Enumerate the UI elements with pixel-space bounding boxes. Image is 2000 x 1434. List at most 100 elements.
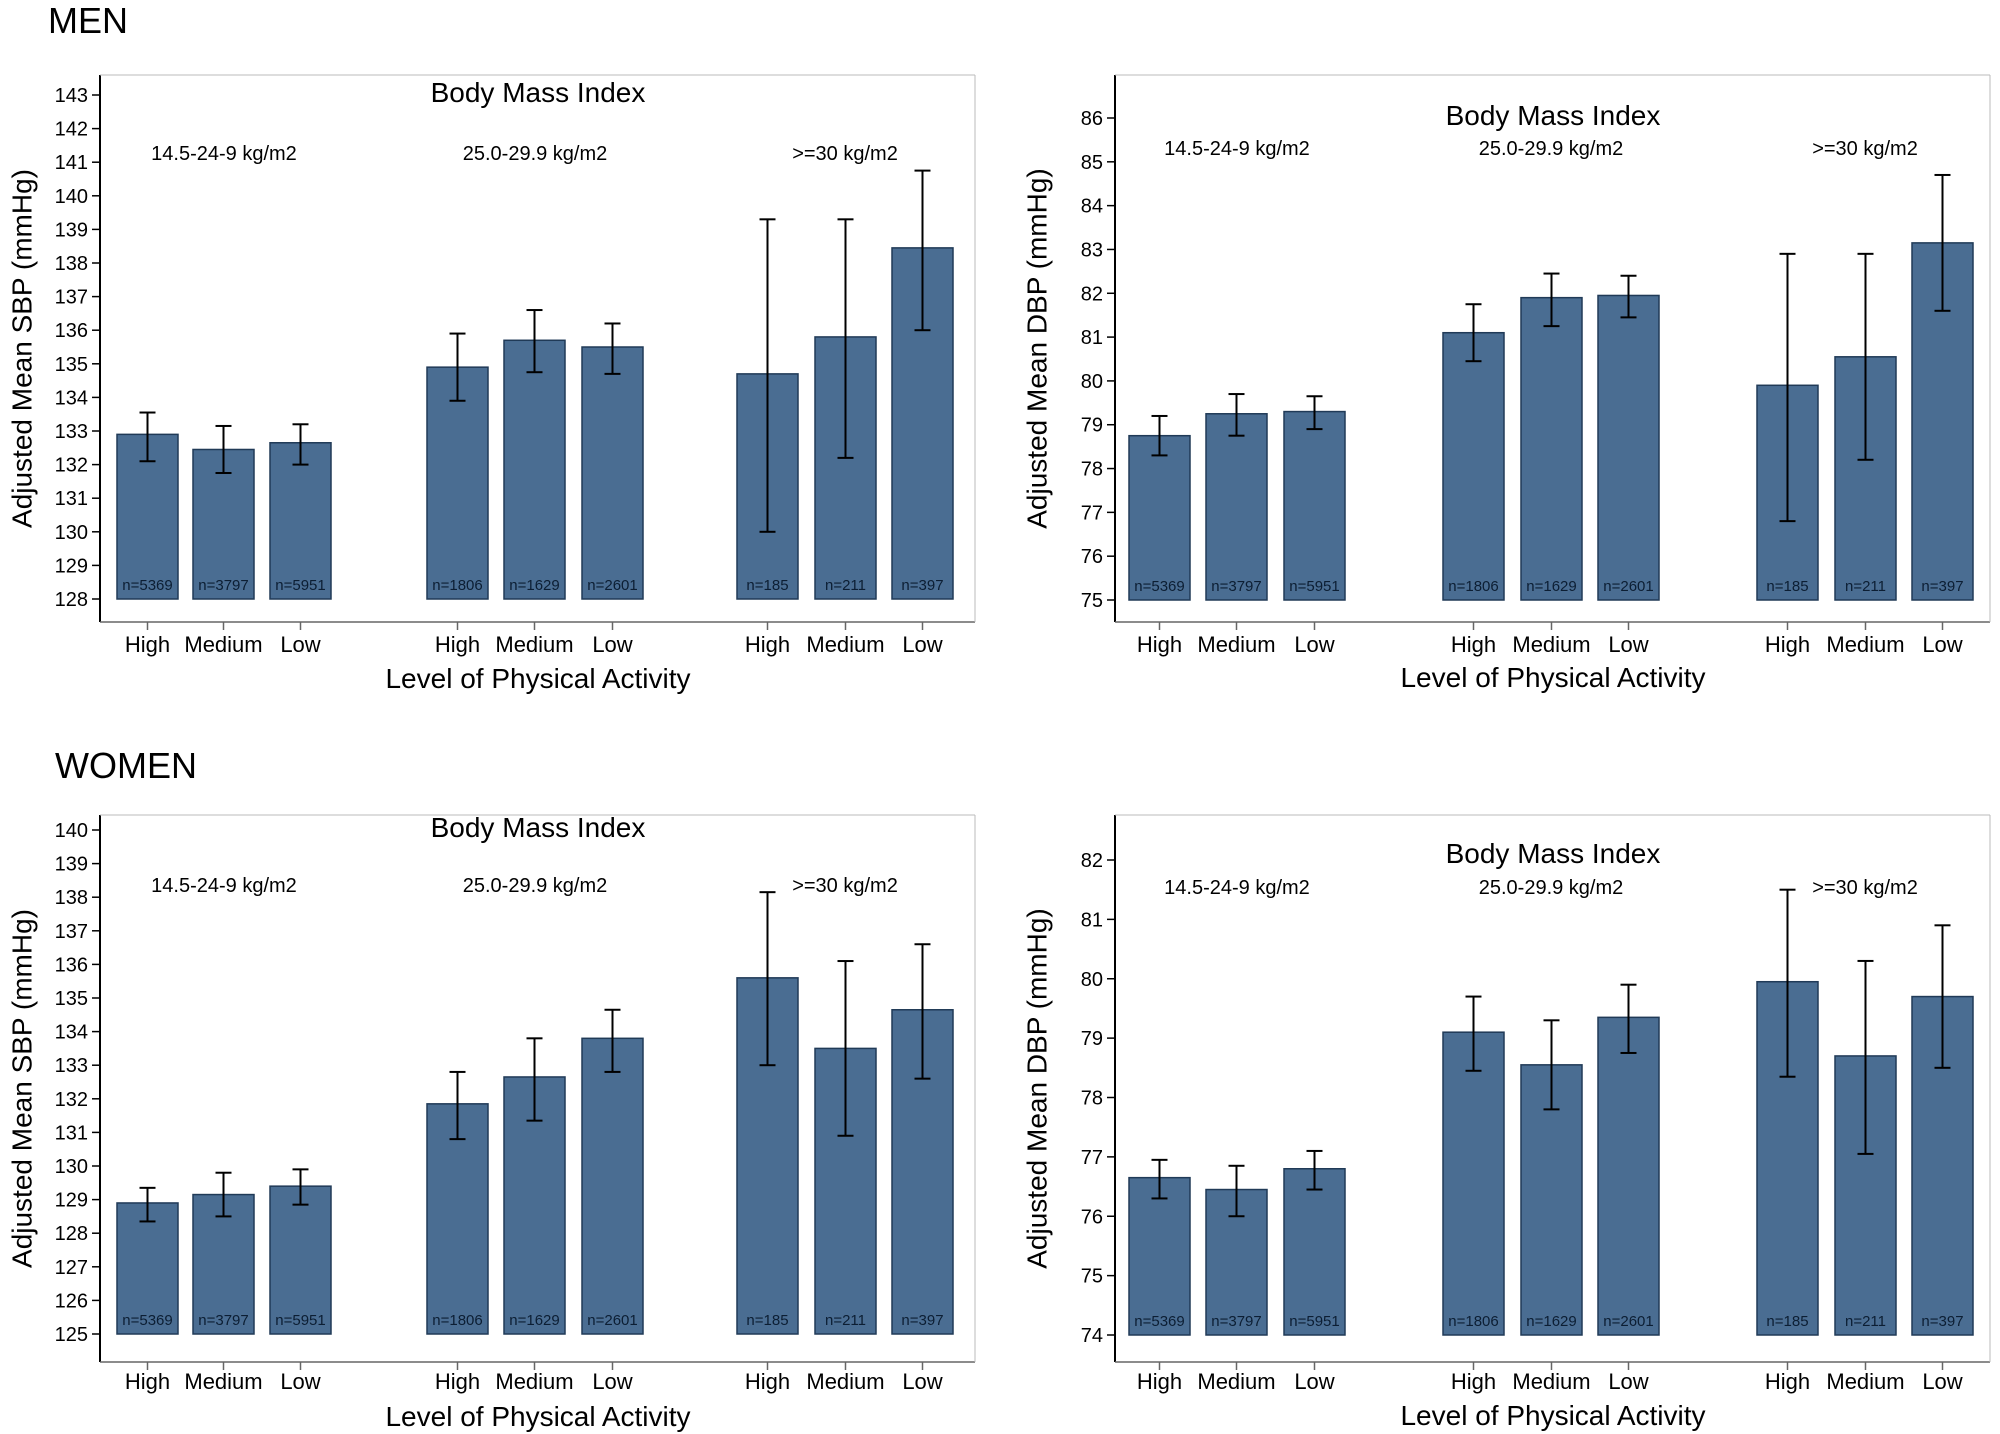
y-tick-label: 125 [55, 1324, 88, 1346]
sample-size-label: n=185 [746, 577, 788, 594]
bar [1283, 1168, 1346, 1336]
men-section-title: MEN [48, 0, 128, 41]
y-tick-label: 138 [55, 887, 88, 909]
sample-size-label: n=1629 [509, 1312, 559, 1329]
x-category-label: High [745, 632, 790, 657]
x-category-label: Low [902, 1369, 942, 1394]
bar [426, 366, 489, 600]
y-tick-label: 74 [1081, 1325, 1103, 1347]
x-category-label: Medium [806, 632, 884, 657]
bar [1442, 1031, 1505, 1336]
y-tick-label: 80 [1081, 371, 1103, 393]
bar [269, 442, 332, 600]
sample-size-label: n=5369 [1134, 578, 1184, 595]
sample-size-label: n=1629 [1526, 1313, 1576, 1330]
bar [1128, 434, 1191, 601]
x-category-label: Medium [1197, 632, 1275, 657]
sample-size-label: n=3797 [1211, 578, 1261, 595]
bar [426, 1103, 489, 1335]
y-tick-label: 130 [55, 1156, 88, 1178]
panel-title: Body Mass Index [1446, 100, 1661, 131]
bar [891, 247, 954, 600]
x-category-label: Medium [184, 1369, 262, 1394]
y-tick-label: 75 [1081, 1266, 1103, 1288]
x-category-label: High [1765, 632, 1810, 657]
y-axis-title: Adjusted Mean DBP (mmHg) [1021, 908, 1052, 1269]
y-tick-label: 136 [55, 320, 88, 342]
y-tick-label: 83 [1081, 239, 1103, 261]
sample-size-label: n=185 [1766, 1313, 1808, 1330]
sample-size-label: n=397 [901, 577, 943, 594]
bar [192, 1193, 255, 1335]
bar [1442, 331, 1505, 601]
bmi-group-label: 14.5-24-9 kg/m2 [1164, 877, 1310, 899]
bar [1597, 294, 1660, 601]
x-category-label: Low [592, 1369, 632, 1394]
y-tick-label: 81 [1081, 327, 1103, 349]
y-tick-label: 76 [1081, 1206, 1103, 1228]
y-tick-label: 140 [55, 186, 88, 208]
bmi-group-label: 14.5-24-9 kg/m2 [1164, 138, 1310, 160]
bar [1283, 410, 1346, 601]
x-category-label: Low [1608, 632, 1648, 657]
women-sbp-chart: 125 126 127 128 129 130 131 132 133 134 135 136 137 1… [6, 812, 976, 1432]
y-tick-label: 77 [1081, 1147, 1103, 1169]
x-category-label: Medium [1512, 632, 1590, 657]
x-category-label: Low [1922, 632, 1962, 657]
x-category-label: Low [1922, 1369, 1962, 1394]
x-category-label: Medium [1826, 632, 1904, 657]
x-category-label: Low [902, 632, 942, 657]
bar [581, 1037, 644, 1335]
y-tick-label: 78 [1081, 459, 1103, 481]
x-category-label: Medium [1512, 1369, 1590, 1394]
sample-size-label: n=2601 [587, 1312, 637, 1329]
bar [1597, 1016, 1660, 1336]
bmi-group-label: 25.0-29.9 kg/m2 [1479, 877, 1624, 899]
y-tick-label: 131 [55, 488, 88, 510]
sample-size-label: n=5369 [122, 577, 172, 594]
x-category-label: Low [280, 632, 320, 657]
y-axis-title: Adjusted Mean SBP (mmHg) [6, 909, 37, 1268]
y-tick-label: 136 [55, 954, 88, 976]
y-tick-label: 79 [1081, 415, 1103, 437]
y-tick-label: 126 [55, 1290, 88, 1312]
x-category-label: High [1451, 632, 1496, 657]
x-category-label: Medium [1826, 1369, 1904, 1394]
bmi-group-label: >=30 kg/m2 [1812, 138, 1918, 160]
sample-size-label: n=2601 [1603, 578, 1653, 595]
y-tick-label: 131 [55, 1122, 88, 1144]
x-axis-title: Level of Physical Activity [1400, 662, 1705, 693]
sample-size-label: n=211 [1845, 1313, 1886, 1330]
bar [192, 448, 255, 600]
women-dbp-chart: 74 75 76 77 78 79 80 81 82 Adjusted Mean DBP (mmH… [1021, 814, 1991, 1431]
y-tick-label: 132 [55, 455, 88, 477]
bmi-group-label: 14.5-24-9 kg/m2 [151, 143, 297, 165]
y-tick-label: 82 [1081, 283, 1103, 305]
sample-size-label: n=1806 [432, 1312, 482, 1329]
x-category-label: Medium [184, 632, 262, 657]
y-tick-label: 135 [55, 988, 88, 1010]
y-tick-label: 133 [55, 1055, 88, 1077]
sample-size-label: n=5951 [275, 577, 325, 594]
sample-size-label: n=397 [1921, 578, 1963, 595]
bar [503, 339, 566, 600]
sample-size-label: n=1629 [1526, 578, 1576, 595]
panel-title: Body Mass Index [1446, 838, 1661, 869]
y-tick-label: 78 [1081, 1088, 1103, 1110]
bar [116, 1202, 179, 1335]
x-category-label: Low [1294, 632, 1334, 657]
y-tick-label: 75 [1081, 590, 1103, 612]
bar [1520, 296, 1583, 601]
sample-size-label: n=185 [1766, 578, 1808, 595]
sample-size-label: n=1629 [509, 577, 559, 594]
y-tick-label: 79 [1081, 1028, 1103, 1050]
sample-size-label: n=397 [901, 1312, 943, 1329]
x-category-label: Medium [806, 1369, 884, 1394]
y-tick-label: 128 [55, 1223, 88, 1245]
x-category-label: High [745, 1369, 790, 1394]
x-category-label: High [1765, 1369, 1810, 1394]
y-tick-label: 86 [1081, 108, 1103, 130]
bmi-group-label: >=30 kg/m2 [792, 143, 898, 165]
sample-size-label: n=397 [1921, 1313, 1963, 1330]
y-tick-label: 134 [55, 1022, 88, 1044]
